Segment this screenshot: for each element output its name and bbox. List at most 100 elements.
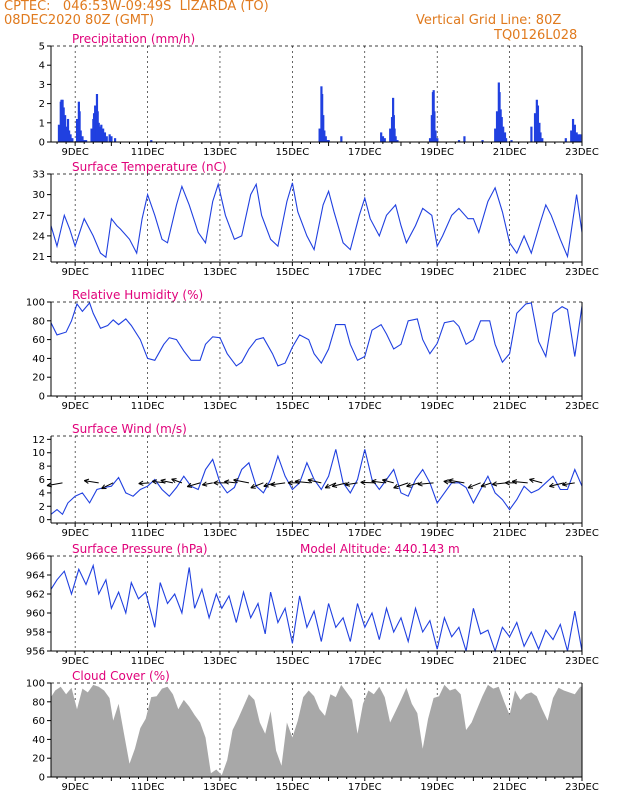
wind-arrow xyxy=(84,480,99,484)
temp-xtick-label: 13DEC xyxy=(203,267,237,278)
wind-arrow xyxy=(250,482,264,489)
press-xtick-label: 17DEC xyxy=(348,656,382,667)
press-ytick-label: 966 xyxy=(26,552,45,563)
precip-bar xyxy=(62,107,65,142)
press-panel: 956 958 960 962 964 966 9DEC 11DEC 13DEC 15DEC 17D… xyxy=(26,542,599,667)
rh-xtick-label: 21DEC xyxy=(493,401,527,412)
precip-bar xyxy=(110,136,113,142)
cloud-xtick-label: 13DEC xyxy=(203,782,237,793)
wind-arrow xyxy=(160,479,173,484)
rh-ytick-label: 60 xyxy=(32,335,45,346)
precip-bar xyxy=(103,132,107,142)
wind-arrowhead xyxy=(160,478,166,484)
precip-bar xyxy=(90,128,93,142)
wind-arrowhead xyxy=(529,477,535,484)
precip-bar xyxy=(457,140,461,142)
temp-xtick-label: 23DEC xyxy=(565,267,599,278)
precip-bar xyxy=(383,138,386,142)
cloud-xtick-label: 17DEC xyxy=(348,782,382,793)
temp-line xyxy=(50,182,583,259)
wind-arrow xyxy=(467,482,481,489)
wind-arrowhead xyxy=(382,478,388,484)
precip-bar xyxy=(322,115,325,142)
rh-ytick-label: 40 xyxy=(32,354,45,365)
rh-title: Relative Humidity (%) xyxy=(72,288,203,302)
temp-panel: 21 24 27 30 33 9DEC 11DEC 13DEC 15DEC 17DEC 19DEC 2… xyxy=(32,160,599,278)
wind-arrow xyxy=(406,482,420,487)
rh-xtick-label: 23DEC xyxy=(565,401,599,412)
wind-arrow xyxy=(171,478,183,484)
wind-arrow xyxy=(46,482,63,487)
precip-xtick-label: 15DEC xyxy=(276,147,310,158)
precip-bar xyxy=(327,140,330,142)
precip-bar xyxy=(57,124,61,142)
precip-bar xyxy=(393,128,396,142)
press-ytick-label: 956 xyxy=(26,647,45,658)
temp-xtick-label: 19DEC xyxy=(420,267,454,278)
rh-line xyxy=(50,301,583,367)
press-xtick-label: 9DEC xyxy=(61,656,88,667)
precip-xtick-label: 13DEC xyxy=(203,147,237,158)
precip-bar xyxy=(108,134,111,142)
cloud-xtick-label: 19DEC xyxy=(420,782,454,793)
rh-xtick-label: 15DEC xyxy=(276,401,310,412)
cloud-xtick-label: 21DEC xyxy=(493,782,527,793)
precip-bar xyxy=(105,136,108,142)
wind-panel: 0 2 4 6 8 10 12 9DEC 11DEC 13DEC 15DEC 17DEC 19DEC 21… xyxy=(32,422,599,539)
precip-bar xyxy=(570,130,573,142)
wind-title: Surface Wind (m/s) xyxy=(72,422,187,436)
wind-ytick-label: 2 xyxy=(39,502,45,513)
wind-ytick-label: 4 xyxy=(39,488,45,499)
wind-arrowhead xyxy=(46,482,52,488)
wind-arrow xyxy=(224,481,237,484)
press-ytick-label: 960 xyxy=(26,609,45,620)
wind-arrowhead xyxy=(233,478,239,484)
precip-bar xyxy=(324,136,327,142)
precip-ytick-label: 4 xyxy=(39,61,45,72)
wind-arrow xyxy=(202,482,213,486)
wind-arrow xyxy=(187,482,201,488)
precip-xtick-label: 19DEC xyxy=(420,147,454,158)
precip-bar xyxy=(564,138,567,142)
precip-bar xyxy=(67,130,71,142)
rh-xtick-label: 11DEC xyxy=(131,401,165,412)
wind-ytick-label: 12 xyxy=(32,435,45,446)
wind-arrowhead xyxy=(186,482,193,488)
press-xtick-label: 19DEC xyxy=(420,656,454,667)
wind-arrowhead xyxy=(331,482,338,488)
precip-bar xyxy=(150,140,153,142)
precip-bar xyxy=(503,132,507,142)
cloud-area xyxy=(51,684,582,777)
header-line2-left: 08DEC2020 80Z (GMT) xyxy=(4,13,155,28)
wind-arrow xyxy=(562,482,575,486)
wind-arrow xyxy=(417,482,434,485)
precip-bar xyxy=(434,130,437,142)
temp-xtick-label: 17DEC xyxy=(348,267,382,278)
temp-ytick-label: 24 xyxy=(32,231,45,242)
press-ytick-label: 958 xyxy=(26,628,45,639)
cloud-ytick-label: 20 xyxy=(32,754,45,765)
wind-arrow xyxy=(294,480,311,484)
wind-arrowhead xyxy=(443,479,449,485)
cloud-ytick-label: 40 xyxy=(32,735,45,746)
wind-arrowhead xyxy=(562,481,568,487)
wind-ytick-label: 0 xyxy=(39,515,45,526)
temp-ytick-label: 21 xyxy=(32,252,45,263)
press-xtick-label: 15DEC xyxy=(276,656,310,667)
wind-arrow xyxy=(360,481,376,484)
wind-xtick-label: 11DEC xyxy=(131,528,165,539)
wind-arrowhead xyxy=(371,479,377,485)
temp-ytick-label: 27 xyxy=(32,211,45,222)
wind-arrowhead xyxy=(406,482,412,488)
cloud-xtick-label: 11DEC xyxy=(131,782,165,793)
precip-bar xyxy=(463,136,466,142)
temp-title: Surface Temperature (nC) xyxy=(72,160,227,174)
temp-xtick-label: 11DEC xyxy=(131,267,165,278)
wind-arrow xyxy=(480,482,492,487)
precip-bar xyxy=(380,132,383,142)
wind-xtick-label: 21DEC xyxy=(493,528,527,539)
precip-bar xyxy=(113,138,117,142)
precip-bar xyxy=(318,128,321,142)
precip-bar xyxy=(575,132,578,142)
wind-arrow xyxy=(270,482,286,486)
